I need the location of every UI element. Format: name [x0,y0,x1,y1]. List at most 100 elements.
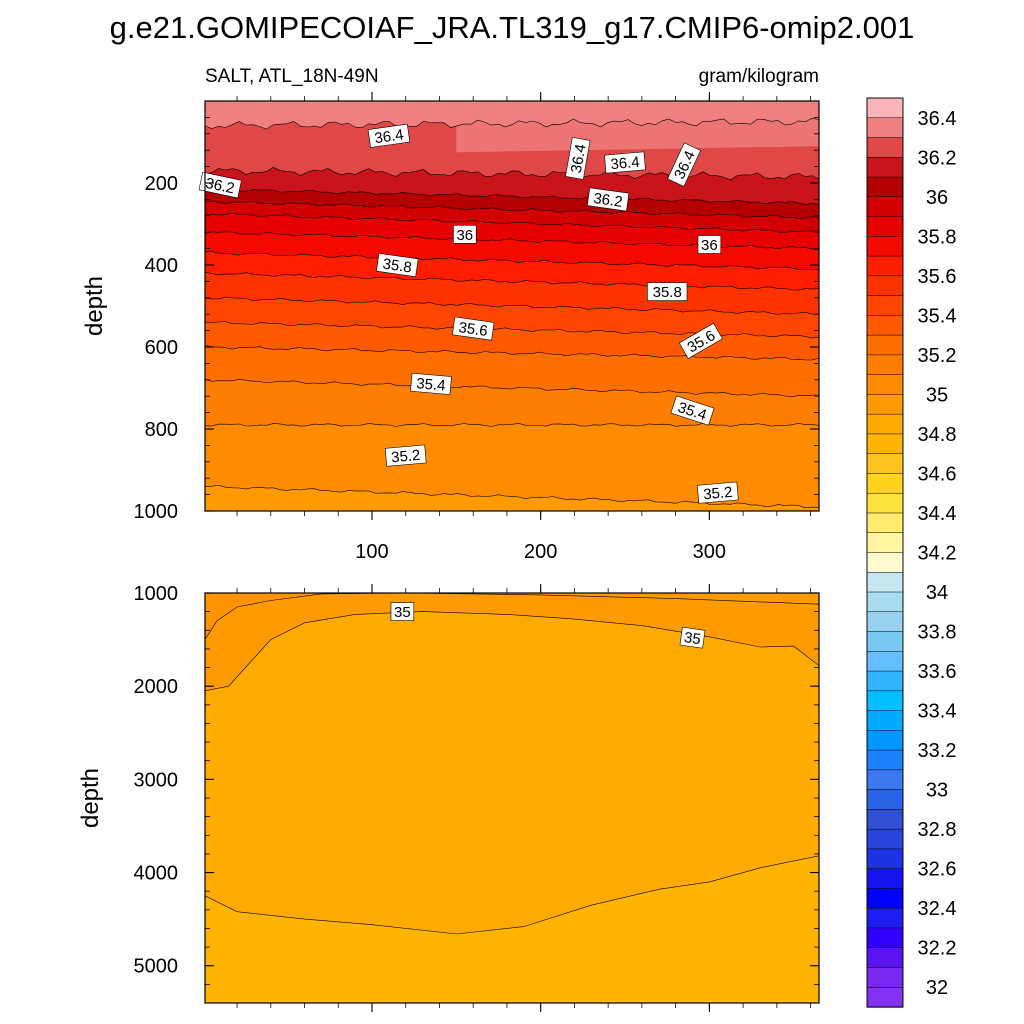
colorbar-box [866,394,904,415]
lower-band-35.1 [205,593,406,640]
lower-y-tick-label: 2000 [134,676,179,698]
colorbar-box [866,97,904,119]
colorbar-box [866,512,904,534]
upper-y-axis-label: depth [81,276,108,336]
colorbar-box [866,888,904,909]
upper-y-tick-label: 400 [145,255,178,277]
lower-band-34.8 [205,855,819,1003]
colorbar-label: 35.8 [918,226,957,248]
svg-text:35.2: 35.2 [391,447,422,466]
upper-contour-line-36 [205,212,819,233]
upper-contour-label: 36.4 [604,151,646,174]
svg-text:36.4: 36.4 [568,143,590,175]
colorbar-box [866,927,904,949]
upper-contour-label: 36.2 [198,171,242,199]
colorbar-box [866,769,904,791]
colorbar-box [866,354,904,376]
colorbar-box [866,670,904,692]
lower-contour-line-0 [205,611,819,692]
upper-contour-label: 35.2 [384,444,427,467]
colorbar-box [866,967,904,988]
upper-contour-label: 36 [697,235,722,254]
upper-contour-labels: 36.436.4 36.4 36.436.236.2363635.835.835.6… [198,123,739,504]
svg-text:36.2: 36.2 [204,175,236,198]
upper-contour-line-36.4 [205,117,819,130]
colorbar-label: 34.6 [918,464,957,486]
colorbar-box [866,631,904,652]
upper-y-tick-label: 600 [145,337,178,359]
colorbar-label: 35.4 [918,305,957,327]
colorbar-box [866,828,904,850]
colorbar-label: 32 [926,977,948,999]
colorbar-box [866,295,904,317]
colorbar-label: 32.8 [918,819,957,841]
upper-contour-lines [205,117,819,509]
upper-contour-line-36.2 [205,187,819,205]
figure-title: g.e21.GOMIPECOIAF_JRA.TL319_g17.CMIP6-om… [110,10,915,45]
lower-contour-lines [205,593,819,935]
upper-contour-line-35.2 [205,422,819,427]
colorbar-label: 35.6 [918,266,957,288]
lower-band-34.9 [205,611,819,934]
colorbar-box [866,651,904,672]
lower-y-tick-label: 5000 [134,956,179,978]
colorbar-label: 32.2 [918,938,957,960]
colorbar-box [866,433,904,455]
colorbar-box [866,848,904,870]
colorbar-label: 35 [926,384,948,406]
lower-contour-label: 35 [390,602,415,621]
upper-contour-label: 36.4 [565,136,591,180]
svg-text:35.4: 35.4 [416,375,447,394]
colorbar-box [866,789,904,811]
colorbar-box [866,532,904,554]
upper-contour-line-35.3 [205,378,819,398]
colorbar-label: 32.6 [918,859,957,881]
colorbar-frame [866,97,904,1008]
colorbar-box [866,986,904,1008]
colorbar-label: 34 [926,582,948,604]
colorbar-box [866,157,904,178]
upper-panel: 36.436.4 36.4 36.436.236.2363635.835.835.6… [81,92,820,563]
lower-contour-label: 35 [679,626,706,649]
upper-contour-label: 35.2 [696,481,739,504]
colorbar-box [866,216,904,237]
svg-text:35.8: 35.8 [653,284,682,301]
lower-y-axis-label: depth [77,768,104,828]
colorbar: 36.4 36.2 36 35.8 35.6 35.4 35.2 35 34.8 34.6 34.4… [866,97,957,1008]
lower-contour-line-3 [405,593,819,605]
colorbar-label: 33.8 [918,622,957,644]
svg-text:36.2: 36.2 [592,190,623,211]
colorbar-box [866,907,904,929]
upper-contour-label: 35.8 [376,252,419,278]
svg-text:35: 35 [683,629,702,648]
lower-panel: 35 35 1000 2000 3000 4000 5000 depth [77,583,820,1012]
lower-contour-fill [205,593,819,1003]
colorbar-box [866,334,904,356]
svg-text:35: 35 [394,604,411,621]
lower-contour-line-1 [205,855,819,935]
upper-x-tick-label: 100 [355,541,388,563]
colorbar-box [866,315,904,336]
upper-contour-label: 36 [453,225,477,244]
lower-contour-line-2 [205,593,406,640]
lower-contour-labels: 35 35 [390,602,706,649]
colorbar-label: 36.2 [918,147,957,169]
upper-contour-line-35.6 [205,296,819,315]
upper-axis-ticks: 200 400 600 800 1000 100 200 300 [134,92,819,563]
upper-contour-fill [205,101,819,511]
panel-left-label: SALT, ATL_18N-49N [205,66,379,87]
upper-contour-line-35.1 [205,484,819,509]
colorbar-box [866,473,904,494]
colorbar-box [866,374,904,396]
colorbar-box [866,730,904,751]
upper-plot-frame [204,100,820,512]
colorbar-label: 32.4 [918,898,957,920]
lower-y-tick-label: 4000 [134,863,179,885]
colorbar-label: 33 [926,780,948,802]
colorbar-box [866,413,904,435]
colorbar-box [866,749,904,771]
upper-y-tick-label: 800 [145,419,178,441]
colorbar-label: 36.4 [918,108,957,130]
colorbar-box [866,492,904,514]
